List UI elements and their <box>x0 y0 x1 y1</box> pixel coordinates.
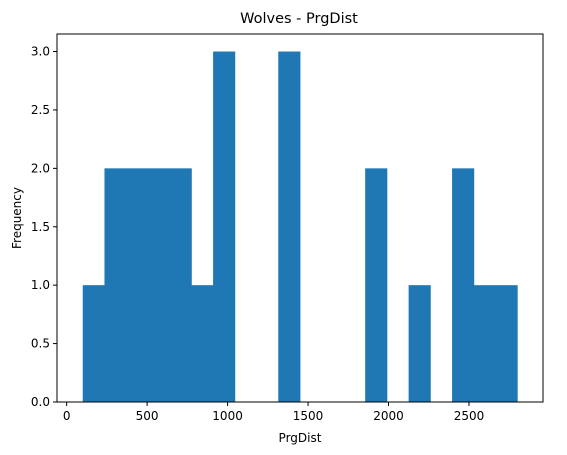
chart-title: Wolves - PrgDist <box>240 11 358 27</box>
y-tick-label: 3.0 <box>31 45 50 59</box>
x-tick-label: 1500 <box>293 409 324 423</box>
histogram-bar-18 <box>473 285 496 402</box>
histogram-bar-9 <box>278 51 301 403</box>
histogram-bar-2 <box>126 168 149 402</box>
x-axis: 0 500 1000 1500 2000 2500 <box>63 402 484 423</box>
histogram-bar-19 <box>495 285 518 402</box>
x-tick-label: 500 <box>136 409 159 423</box>
histogram-bar-13 <box>365 168 388 402</box>
histogram-bar-3 <box>147 168 171 402</box>
y-tick-label: 2.0 <box>31 161 50 175</box>
plot-frame <box>56 33 544 403</box>
bars-group <box>82 51 518 403</box>
histogram-bar-1 <box>104 168 127 402</box>
x-tick-label: 0 <box>63 409 71 423</box>
x-axis-label: PrgDist <box>279 431 322 445</box>
histogram-bar-15 <box>408 285 431 402</box>
histogram-bar-0 <box>82 285 105 402</box>
y-tick-label: 2.5 <box>31 103 50 117</box>
x-tick-label: 1000 <box>212 409 243 423</box>
y-tick-label: 0.5 <box>31 337 50 351</box>
y-tick-label: 1.5 <box>31 220 50 234</box>
x-tick-label: 2000 <box>373 409 404 423</box>
histogram-bar-4 <box>169 168 192 402</box>
histogram-bar-17 <box>452 168 475 402</box>
histogram-bar-6 <box>213 51 236 403</box>
histogram-bar-5 <box>191 285 214 402</box>
y-tick-label: 1.0 <box>31 278 50 292</box>
y-tick-label: 0.0 <box>31 395 50 409</box>
y-axis: 0.0 0.5 1.0 1.5 2.0 2.5 3.0 <box>31 45 57 409</box>
x-tick-label: 2500 <box>454 409 485 423</box>
y-axis-label: Frequency <box>10 187 24 249</box>
